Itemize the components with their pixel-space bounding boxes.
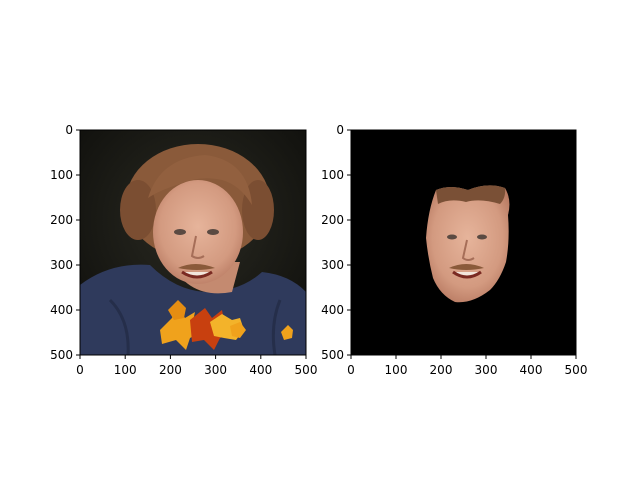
right-axes-frame: [350, 129, 577, 356]
x-tick-label: 200: [430, 363, 453, 377]
x-tick-label: 500: [295, 363, 318, 377]
y-tick-label: 400: [321, 303, 344, 317]
autumn-leaves: [160, 300, 293, 350]
x-tick-label: 0: [347, 363, 355, 377]
x-tick-label: 300: [204, 363, 227, 377]
x-tick-label: 400: [249, 363, 272, 377]
y-tick-label: 400: [50, 303, 73, 317]
y-tick-label: 300: [321, 258, 344, 272]
x-tick-label: 200: [159, 363, 182, 377]
y-tick-label: 500: [321, 348, 344, 362]
y-tick-label: 0: [65, 123, 73, 137]
left-axes-frame: [79, 129, 307, 356]
y-tick-label: 100: [50, 168, 73, 182]
segmented-face: [351, 130, 576, 355]
x-tick-label: 100: [385, 363, 408, 377]
x-tick-label: 400: [520, 363, 543, 377]
x-tick-label: 0: [76, 363, 84, 377]
y-tick-label: 500: [50, 348, 73, 362]
portrait-photo: [80, 130, 306, 355]
y-tick-label: 0: [336, 123, 344, 137]
x-tick-label: 100: [114, 363, 137, 377]
x-tick-label: 500: [565, 363, 588, 377]
y-tick-label: 200: [50, 213, 73, 227]
y-tick-label: 100: [321, 168, 344, 182]
x-tick-label: 300: [475, 363, 498, 377]
y-tick-label: 300: [50, 258, 73, 272]
y-tick-label: 200: [321, 213, 344, 227]
